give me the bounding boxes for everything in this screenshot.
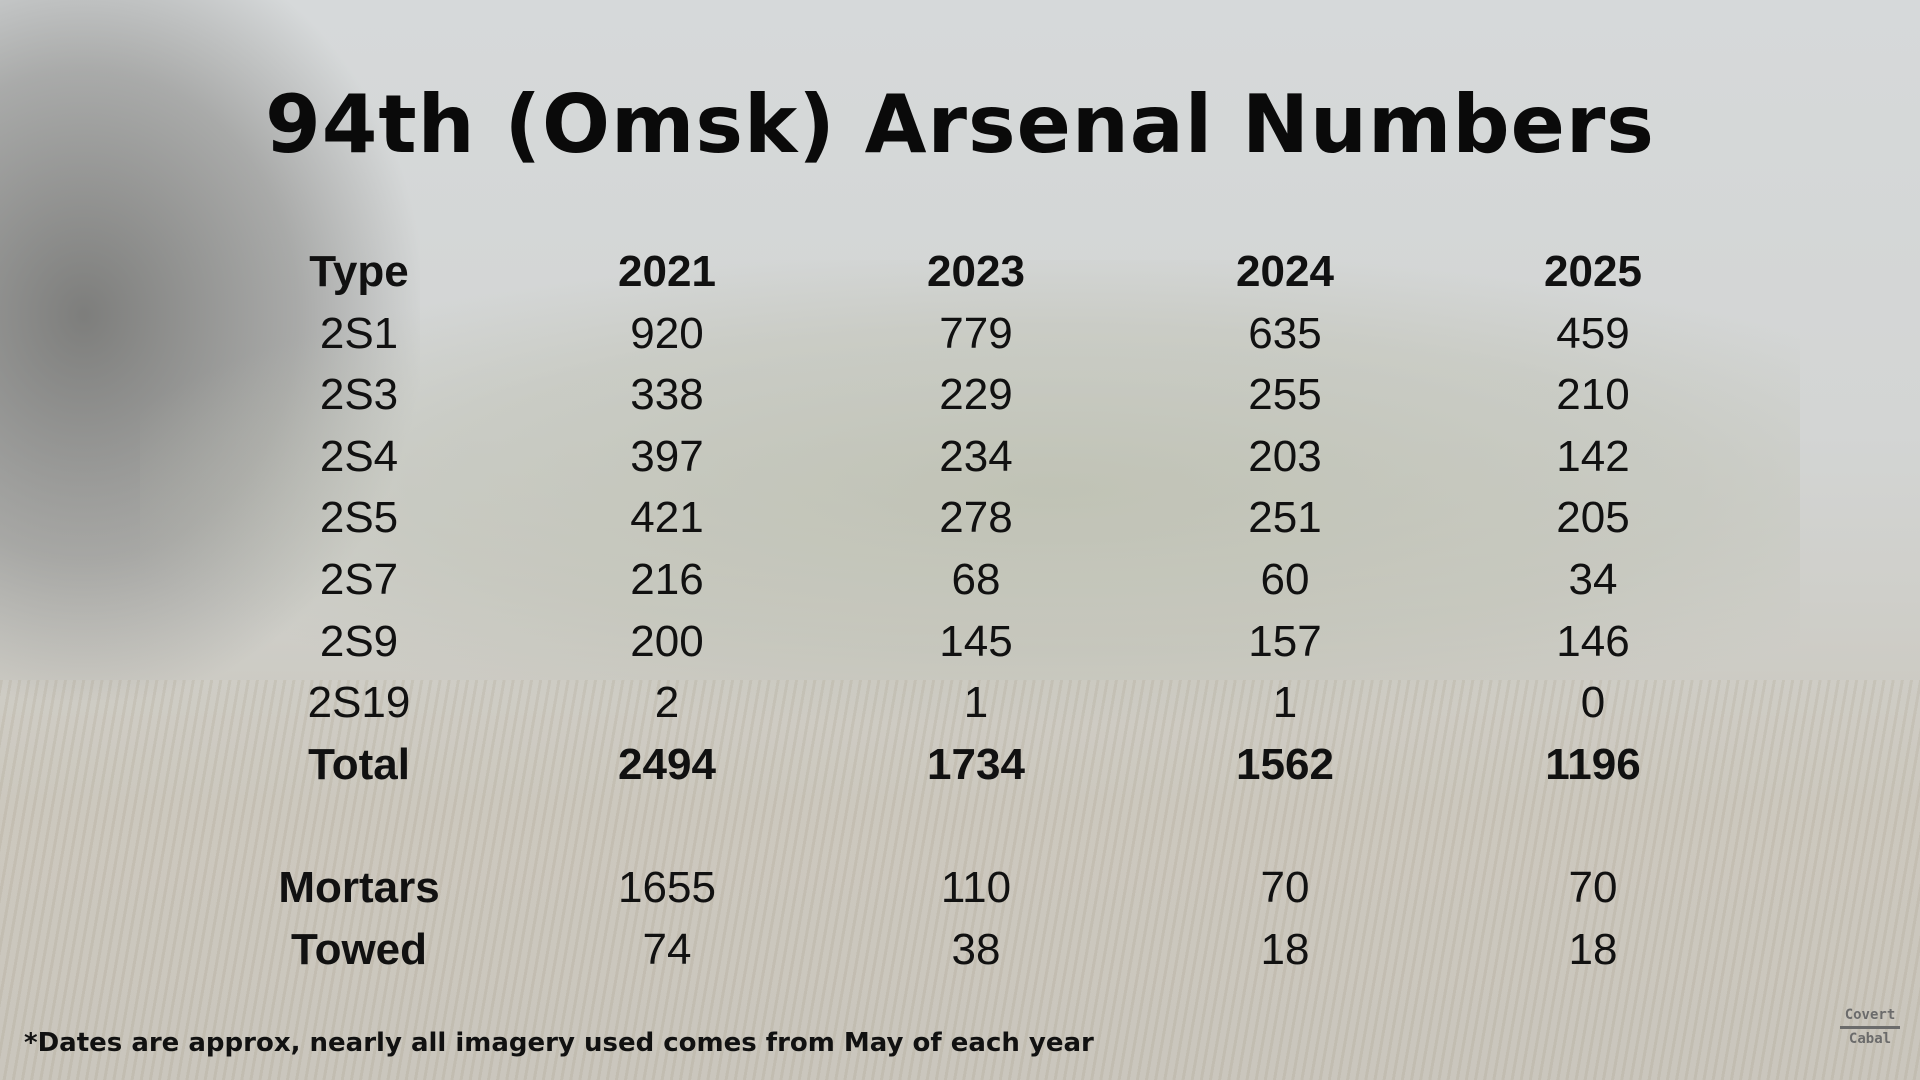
artillery-vehicle-background [140, 260, 1800, 720]
table-row-cell: 2S3 [319, 370, 399, 420]
table-row-cell: 157 [1248, 616, 1322, 666]
table-row-cell: 2S9 [319, 616, 399, 666]
table-row-cell: 68 [951, 555, 1001, 604]
table-row-cell: 34 [1568, 555, 1618, 604]
watermark-logo: Covert Cabal [1840, 1008, 1900, 1046]
table-row-cell: 278 [939, 493, 1013, 543]
page-title: 94th (Omsk) Arsenal Numbers [265, 78, 1655, 171]
extra-row-cell: 110 [940, 863, 1012, 912]
total-row-cell: 1734 [927, 739, 1025, 789]
table-row-cell: 635 [1248, 308, 1322, 358]
total-row-cell: 2494 [618, 739, 716, 789]
table-row-cell: 459 [1556, 308, 1630, 358]
table-row-cell: 142 [1556, 431, 1630, 481]
extra-row-cell: 70 [1568, 863, 1618, 912]
table-row-cell: 0 [1580, 678, 1606, 728]
table-row-cell: 2S5 [319, 493, 399, 543]
header-cell: 2023 [927, 247, 1025, 296]
table-row-cell: 216 [630, 555, 704, 604]
extra-row-cell: 38 [951, 924, 1001, 974]
table-row-cell: 210 [1556, 370, 1630, 420]
extra-row-cell: 18 [1260, 924, 1310, 974]
watermark-divider [1840, 1025, 1900, 1029]
extra-row-cell: 1655 [618, 863, 716, 912]
watermark-line2: Cabal [1848, 1030, 1892, 1047]
header-cell: 2024 [1236, 247, 1334, 296]
table-row-cell: 145 [939, 616, 1013, 666]
table-row-cell: 229 [939, 370, 1013, 420]
table-row-cell: 2 [654, 678, 680, 728]
extra-row-cell: 18 [1568, 924, 1618, 974]
table-row-cell: 200 [630, 616, 704, 666]
table-row-cell: 205 [1556, 493, 1630, 543]
table-row-cell: 203 [1248, 431, 1322, 481]
table-row-cell: 255 [1248, 370, 1322, 420]
footnote: *Dates are approx, nearly all imagery us… [24, 1028, 1094, 1058]
table-row-cell: 779 [939, 308, 1013, 358]
extra-row-cell: 74 [642, 924, 692, 974]
header-cell: 2021 [618, 247, 716, 296]
extra-row-cell: Towed [290, 924, 428, 974]
table-row-cell: 60 [1260, 555, 1310, 604]
table-row-cell: 421 [630, 493, 704, 543]
header-cell: Type [309, 247, 409, 296]
table-row-cell: 2S4 [319, 431, 399, 481]
table-row-cell: 251 [1248, 493, 1322, 543]
table-row-cell: 1 [963, 678, 989, 728]
total-row-cell: 1196 [1545, 739, 1641, 789]
watermark-line1: Covert [1844, 1007, 1896, 1023]
table-row-cell: 146 [1556, 616, 1630, 666]
table-row-cell: 2S19 [307, 678, 411, 728]
table-row-cell: 1 [1272, 678, 1298, 728]
table-row-cell: 234 [939, 431, 1013, 481]
extra-row-cell: 70 [1260, 863, 1310, 912]
table-row-cell: 397 [630, 431, 704, 481]
extra-row-cell: Mortars [278, 863, 440, 912]
table-row-cell: 338 [630, 370, 704, 420]
total-row-cell: Total [308, 739, 410, 789]
header-cell: 2025 [1544, 247, 1642, 296]
table-row-cell: 2S1 [319, 308, 399, 358]
grass-background [0, 680, 1920, 1080]
total-row-cell: 1562 [1236, 739, 1334, 789]
table-row-cell: 2S7 [319, 555, 399, 604]
table-row-cell: 920 [630, 308, 704, 358]
